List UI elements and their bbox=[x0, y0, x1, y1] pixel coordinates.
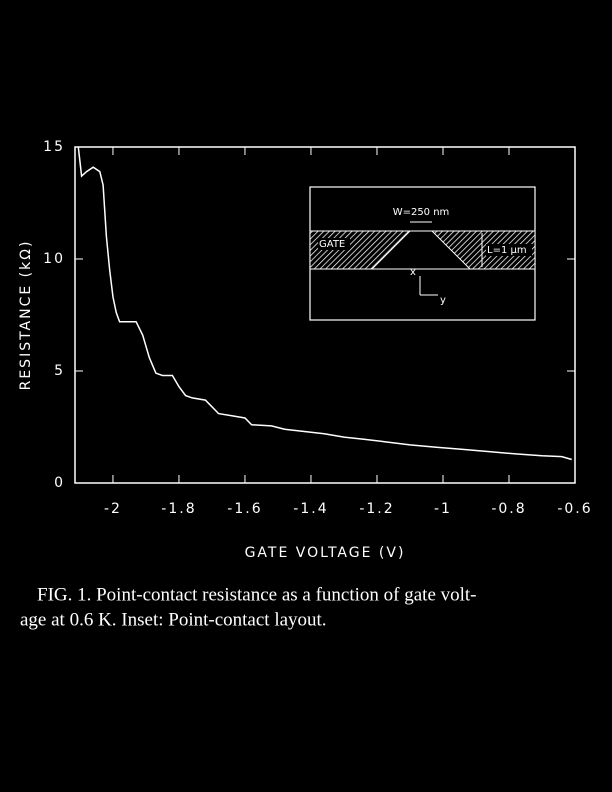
inset-label: W=250 nm bbox=[393, 207, 450, 218]
x-tick-label: -1.2 bbox=[359, 501, 394, 517]
y-tick-label: 10 bbox=[43, 251, 65, 267]
x-tick-label: -1 bbox=[434, 501, 452, 517]
y-tick-label: 0 bbox=[54, 475, 65, 491]
y-axis-label: RESISTANCE (kΩ) bbox=[18, 240, 34, 391]
x-tick-label: -0.8 bbox=[491, 501, 526, 517]
inset-label: y bbox=[440, 295, 446, 306]
plot-frame bbox=[74, 146, 576, 484]
x-tick-label: -1.8 bbox=[161, 501, 196, 517]
gate-right bbox=[430, 230, 536, 270]
data-line bbox=[77, 146, 572, 461]
label-bg bbox=[486, 244, 532, 256]
x-axis-label: GATE VOLTAGE (V) bbox=[245, 545, 406, 561]
x-tick-label: -2 bbox=[104, 501, 122, 517]
inset-label: GATE bbox=[319, 239, 345, 250]
inset-label: x bbox=[410, 267, 416, 278]
x-tick-label: -1.6 bbox=[227, 501, 262, 517]
inset-label: L=1 μm bbox=[487, 245, 527, 256]
label-bg bbox=[318, 238, 350, 250]
y-tick-label: 15 bbox=[43, 139, 65, 155]
x-tick-label: -1.4 bbox=[293, 501, 328, 517]
caption-line: age at 0.6 K. Inset: Point-contact layou… bbox=[20, 609, 327, 630]
inset: W=250 nm GATE L=1 μm x y bbox=[309, 186, 536, 321]
y-tick-label: 5 bbox=[54, 363, 65, 379]
caption-line: FIG. 1. Point-contact resistance as a fu… bbox=[37, 584, 477, 605]
x-tick-label: -0.6 bbox=[557, 501, 592, 517]
